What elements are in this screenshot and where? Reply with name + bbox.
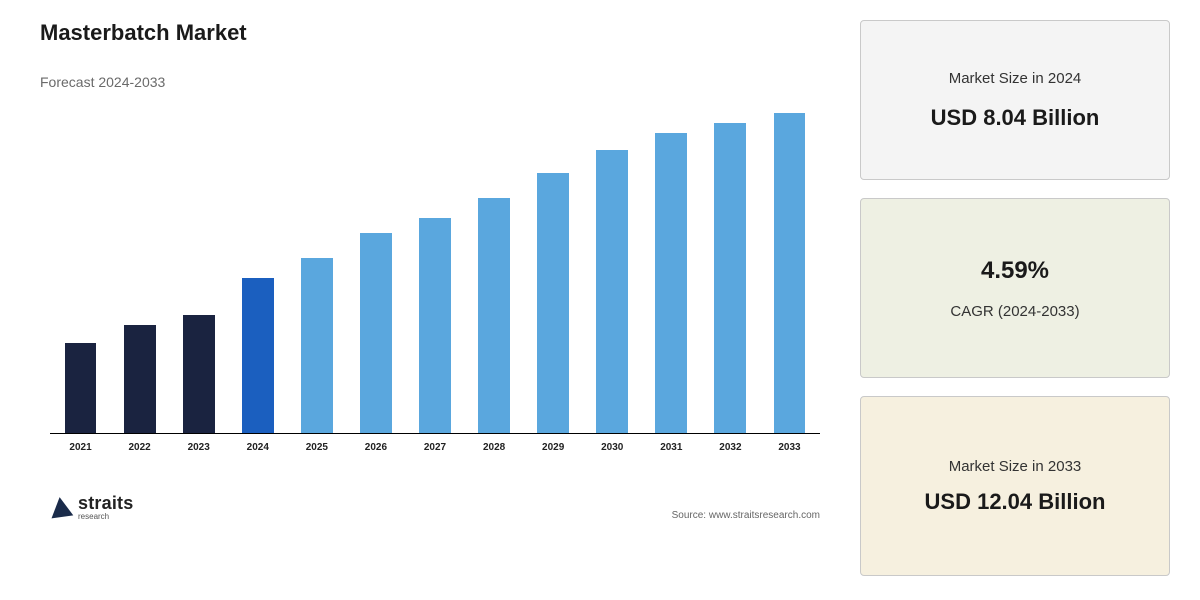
chart-title: Masterbatch Market [40, 20, 830, 46]
logo-name: straits [78, 493, 133, 513]
bar-chart [50, 114, 820, 434]
logo-text: straits [78, 493, 133, 514]
bar-slot [408, 218, 461, 433]
bar-slot [645, 133, 698, 433]
brand-logo: straits research [50, 493, 133, 521]
source-text: Source: www.straitsresearch.com [672, 510, 820, 521]
card-label: CAGR (2024-2033) [879, 303, 1151, 320]
card-value: USD 8.04 Billion [879, 105, 1151, 131]
bar-slot [704, 123, 757, 433]
chart-panel: Masterbatch Market Forecast 2024-2033 20… [40, 20, 830, 580]
bar-slot [290, 258, 343, 433]
bar [360, 233, 392, 433]
bar-slot [468, 198, 521, 433]
x-label: 2033 [763, 442, 816, 453]
bar [596, 150, 628, 433]
card-market-size-2033: Market Size in 2033 USD 12.04 Billion [860, 396, 1170, 576]
stats-panel: Market Size in 2024 USD 8.04 Billion 4.5… [860, 20, 1170, 580]
x-labels: 2021 2022 2023 2024 2025 2026 2027 2028 2029 2030… [50, 442, 820, 453]
logo-text-block: straits research [78, 493, 133, 521]
card-label: Market Size in 2024 [879, 70, 1151, 87]
x-label: 2022 [113, 442, 166, 453]
bar [655, 133, 687, 433]
bar [124, 325, 156, 433]
x-label: 2026 [349, 442, 402, 453]
card-market-size-2024: Market Size in 2024 USD 8.04 Billion [860, 20, 1170, 180]
x-label: 2023 [172, 442, 225, 453]
bar-slot [231, 278, 284, 433]
x-label: 2025 [290, 442, 343, 453]
bar-slot [763, 113, 816, 433]
logo-mark-icon [49, 496, 74, 519]
chart-wrap: 2021 2022 2023 2024 2025 2026 2027 2028 2029 2030… [40, 114, 830, 580]
card-value: 4.59% [879, 257, 1151, 285]
bar [301, 258, 333, 433]
x-label: 2027 [408, 442, 461, 453]
bar-slot [586, 150, 639, 433]
bar [65, 343, 97, 433]
page-container: Masterbatch Market Forecast 2024-2033 20… [0, 0, 1200, 600]
x-label: 2031 [645, 442, 698, 453]
card-value: USD 12.04 Billion [879, 489, 1151, 515]
chart-footer: straits research Source: www.straitsrese… [40, 493, 830, 521]
bar-slot [54, 343, 107, 433]
bar [419, 218, 451, 433]
bar [478, 198, 510, 433]
x-label: 2032 [704, 442, 757, 453]
card-cagr: 4.59% CAGR (2024-2033) [860, 198, 1170, 378]
bar-slot [172, 315, 225, 433]
card-label: Market Size in 2033 [879, 458, 1151, 475]
x-label: 2021 [54, 442, 107, 453]
x-label: 2030 [586, 442, 639, 453]
x-label: 2024 [231, 442, 284, 453]
bar [242, 278, 274, 433]
bar [714, 123, 746, 433]
x-label: 2028 [468, 442, 521, 453]
bar [537, 173, 569, 433]
bars-row [50, 114, 820, 433]
bar-slot [349, 233, 402, 433]
bar-slot [527, 173, 580, 433]
chart-subtitle: Forecast 2024-2033 [40, 74, 830, 90]
bar [774, 113, 806, 433]
x-label: 2029 [527, 442, 580, 453]
bar [183, 315, 215, 433]
bar-slot [113, 325, 166, 433]
